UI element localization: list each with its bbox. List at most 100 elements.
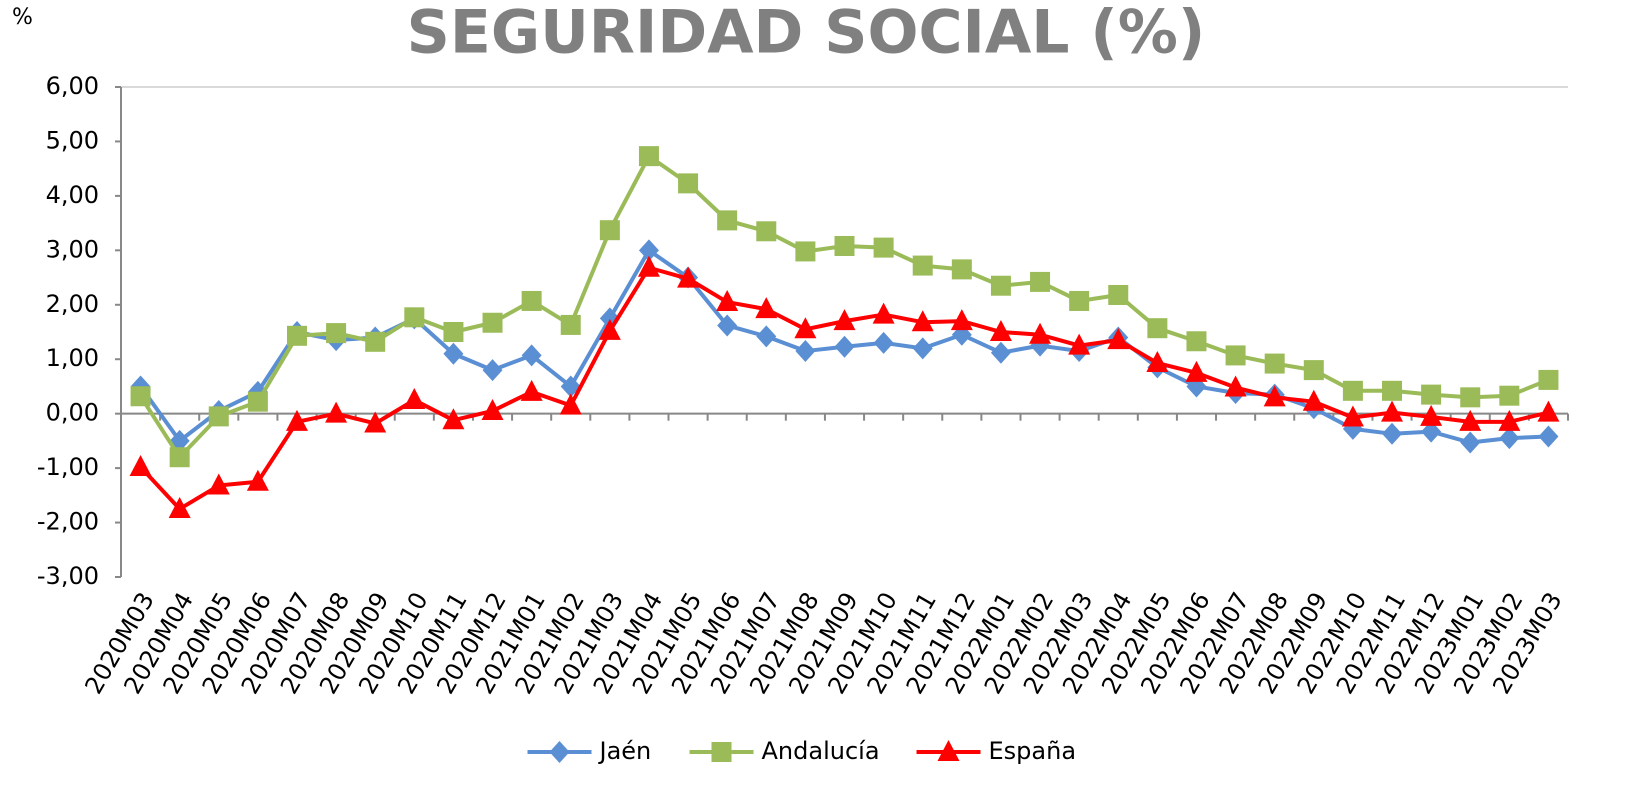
marker [873,331,894,354]
marker [482,312,503,333]
y-tick-label: -2,00 [37,508,99,536]
marker [1499,385,1520,406]
marker [403,388,426,410]
marker [1263,385,1286,407]
y-tick-label: -1,00 [37,453,99,481]
marker [755,297,778,319]
marker [872,302,895,324]
marker [247,391,268,412]
marker [481,398,504,420]
marker [717,210,738,231]
marker [990,341,1011,364]
chart-title: SEGURIDAD SOCIAL (%) [407,0,1206,68]
marker [677,266,700,288]
marker [1459,409,1482,431]
marker [325,401,348,423]
marker [711,742,732,762]
legend-label: Jaén [598,737,652,765]
marker [756,325,777,348]
marker [834,335,855,358]
marker [1499,427,1520,450]
marker [404,307,425,328]
marker [873,237,894,258]
marker [1302,389,1325,411]
marker [795,340,816,363]
marker [1382,380,1403,401]
y-axis-label: % [12,5,33,30]
y-tick-label: 2,00 [46,290,99,318]
marker [1538,425,1559,448]
y-tick-label: 5,00 [46,126,99,154]
marker [1185,360,1208,382]
marker [1146,351,1169,373]
y-tick-label: 3,00 [46,235,99,263]
marker [833,309,856,331]
marker [912,337,933,360]
marker [130,386,151,407]
marker [717,314,738,337]
marker [950,309,973,331]
marker [951,259,972,280]
marker [1224,375,1247,397]
marker [482,359,503,382]
marker [912,255,933,276]
marker [795,241,816,262]
marker [1421,420,1442,443]
marker [365,331,386,352]
marker [246,469,269,491]
marker [129,455,152,477]
marker [794,317,817,339]
marker [1342,380,1363,401]
marker [286,325,307,346]
marker [937,740,960,761]
marker [442,408,465,430]
marker [168,496,191,518]
marker [1460,387,1481,408]
marker [1537,400,1560,422]
marker [443,342,464,365]
marker [549,741,570,763]
marker [1030,271,1051,292]
marker [520,379,543,401]
marker [1069,290,1090,311]
marker [1107,328,1130,350]
series-line [139,265,1549,511]
marker [285,409,308,431]
marker [1068,333,1091,355]
y-tick-label: -3,00 [37,562,99,590]
marker [1382,422,1403,445]
marker [1225,345,1246,366]
marker [1264,353,1285,374]
marker [364,411,387,433]
y-tick-label: 6,00 [46,72,99,100]
marker [560,314,581,335]
marker [989,320,1012,341]
marker [521,344,542,367]
marker [1341,405,1364,427]
marker [1498,409,1521,431]
marker [599,220,620,241]
marker [678,173,699,194]
marker [1538,369,1559,390]
marker [169,447,190,468]
marker [1108,284,1129,305]
marker [834,235,855,256]
marker [638,239,659,262]
marker [756,221,777,242]
marker [598,318,621,340]
marker [1460,431,1481,454]
marker [1421,384,1442,405]
y-tick-label: 0,00 [46,399,99,427]
marker [521,290,542,311]
marker [990,275,1011,296]
marker [1381,400,1404,422]
legend-label: Andalucía [762,737,880,765]
marker [207,473,230,495]
y-tick-label: 4,00 [46,181,99,209]
marker [1029,322,1052,344]
legend-label: España [989,737,1077,765]
marker [326,323,347,344]
marker [1303,360,1324,381]
marker [1147,318,1168,339]
